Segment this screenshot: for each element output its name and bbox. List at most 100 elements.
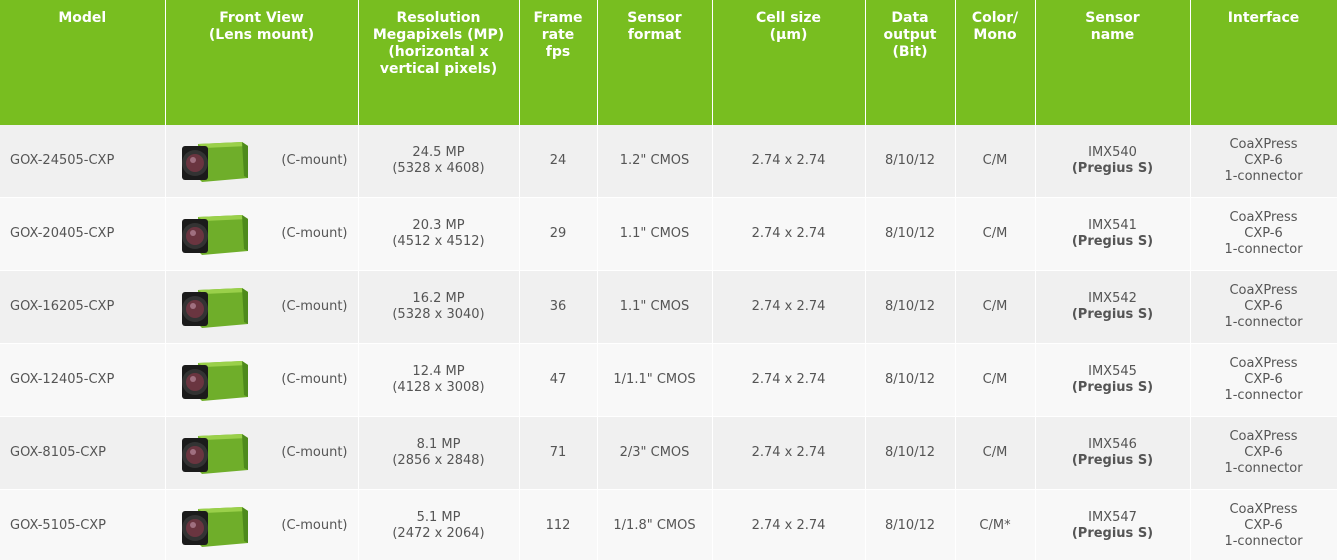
front-view: (C-mount): [170, 430, 354, 476]
header-text: output: [870, 27, 951, 44]
table-cell: GOX-16205-CXP: [0, 271, 165, 344]
cell-line: IMX547: [1040, 510, 1186, 526]
cell-line: (5328 x 3040): [363, 307, 515, 323]
cell-text: 8/10/12: [885, 372, 935, 387]
cell-line: (Pregius S): [1040, 380, 1186, 396]
table-cell: C/M: [955, 417, 1035, 490]
cell-text: C/M: [983, 445, 1008, 460]
cell-line: CoaXPress: [1195, 356, 1333, 372]
cell-line: CoaXPress: [1195, 137, 1333, 153]
table-cell: 29: [519, 198, 597, 271]
cell-text: GOX-20405-CXP: [10, 226, 114, 241]
table-cell: GOX-20405-CXP: [0, 198, 165, 271]
cell-line: 1-connector: [1195, 315, 1333, 331]
table-cell: IMX545(Pregius S): [1035, 344, 1190, 417]
cell-text: 2.74 x 2.74: [752, 226, 826, 241]
table-cell: 2.74 x 2.74: [712, 417, 865, 490]
cell-text: 8/10/12: [885, 518, 935, 533]
table-cell: 8/10/12: [865, 198, 955, 271]
table-cell: 8/10/12: [865, 125, 955, 198]
cell-text: 1.2" CMOS: [620, 153, 690, 168]
cell-text: 8/10/12: [885, 226, 935, 241]
table-cell: IMX542(Pregius S): [1035, 271, 1190, 344]
table-row: GOX-20405-CXP (C-mount)20.3 MP(4512 x 45…: [0, 198, 1337, 271]
cell-text: 8/10/12: [885, 299, 935, 314]
table-cell: C/M: [955, 125, 1035, 198]
cell-line: (2472 x 2064): [363, 526, 515, 542]
cell-line: CoaXPress: [1195, 502, 1333, 518]
cell-text: GOX-24505-CXP: [10, 153, 114, 168]
cell-line: IMX540: [1040, 145, 1186, 161]
header-text: Mono: [960, 27, 1031, 44]
table-cell: C/M: [955, 271, 1035, 344]
camera-table: ModelFront View(Lens mount)ResolutionMeg…: [0, 0, 1337, 560]
table-cell: 24.5 MP(5328 x 4608): [358, 125, 519, 198]
cell-line: 12.4 MP: [363, 364, 515, 380]
table-cell: 1/1.1" CMOS: [597, 344, 712, 417]
cell-line: (Pregius S): [1040, 453, 1186, 469]
table-cell: 2/3" CMOS: [597, 417, 712, 490]
table-cell: IMX546(Pregius S): [1035, 417, 1190, 490]
cell-line: CXP-6: [1195, 372, 1333, 388]
table-row: GOX-24505-CXP (C-mount)24.5 MP(5328 x 46…: [0, 125, 1337, 198]
table-cell: 8/10/12: [865, 344, 955, 417]
table-cell: (C-mount): [165, 490, 358, 560]
table-cell: IMX541(Pregius S): [1035, 198, 1190, 271]
cell-text: 36: [550, 299, 567, 314]
table-cell: GOX-5105-CXP: [0, 490, 165, 560]
cell-line: (Pregius S): [1040, 161, 1186, 177]
header-text: fps: [524, 44, 593, 61]
table-cell: 1.1" CMOS: [597, 271, 712, 344]
cell-text: C/M: [983, 372, 1008, 387]
cell-text: C/M: [983, 153, 1008, 168]
table-cell: C/M*: [955, 490, 1035, 560]
table-body: GOX-24505-CXP (C-mount)24.5 MP(5328 x 46…: [0, 125, 1337, 560]
header-text: Resolution: [363, 10, 515, 27]
table-cell: 8/10/12: [865, 490, 955, 560]
header-text: Megapixels (MP): [363, 27, 515, 44]
cell-line: IMX542: [1040, 291, 1186, 307]
cell-text: 47: [550, 372, 567, 387]
header-text: Front View: [170, 10, 354, 27]
header-text: rate: [524, 27, 593, 44]
cell-line: CXP-6: [1195, 226, 1333, 242]
table-cell: GOX-8105-CXP: [0, 417, 165, 490]
cell-line: CXP-6: [1195, 518, 1333, 534]
cell-text: 2.74 x 2.74: [752, 372, 826, 387]
lens-mount: (C-mount): [281, 299, 347, 315]
cell-text: GOX-12405-CXP: [10, 372, 114, 387]
cell-line: 16.2 MP: [363, 291, 515, 307]
cell-text: 2/3" CMOS: [620, 445, 690, 460]
cell-text: GOX-8105-CXP: [10, 445, 106, 460]
cell-line: CXP-6: [1195, 153, 1333, 169]
table-cell: C/M: [955, 344, 1035, 417]
cell-line: 5.1 MP: [363, 510, 515, 526]
table-cell: 2.74 x 2.74: [712, 125, 865, 198]
cell-text: 1/1.1" CMOS: [613, 372, 695, 387]
header-cell: Interface: [1190, 0, 1337, 125]
cell-text: 1.1" CMOS: [620, 226, 690, 241]
cell-line: (Pregius S): [1040, 234, 1186, 250]
camera-image: [178, 503, 250, 549]
table-cell: 36: [519, 271, 597, 344]
table-cell: (C-mount): [165, 417, 358, 490]
cell-line: 24.5 MP: [363, 145, 515, 161]
camera-image: [178, 430, 250, 476]
cell-line: CoaXPress: [1195, 283, 1333, 299]
cell-line: CoaXPress: [1195, 429, 1333, 445]
table-cell: (C-mount): [165, 125, 358, 198]
lens-mount: (C-mount): [281, 226, 347, 242]
cell-text: 8/10/12: [885, 153, 935, 168]
header-text: format: [602, 27, 708, 44]
table-cell: IMX540(Pregius S): [1035, 125, 1190, 198]
cell-text: GOX-5105-CXP: [10, 518, 106, 533]
